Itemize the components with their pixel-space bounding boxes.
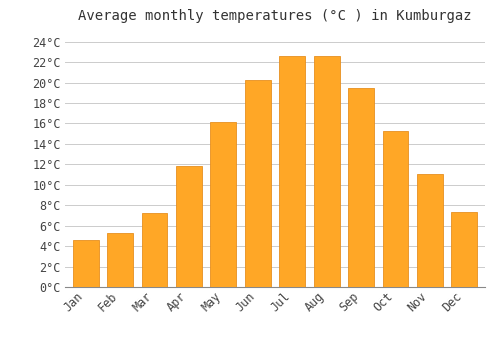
Bar xyxy=(142,214,168,287)
Bar xyxy=(107,233,133,287)
Bar xyxy=(210,122,236,287)
Bar xyxy=(382,131,408,287)
Bar xyxy=(280,56,305,287)
Title: Average monthly temperatures (°C ) in Kumburgaz: Average monthly temperatures (°C ) in Ku… xyxy=(78,9,472,23)
Bar xyxy=(452,212,477,287)
Bar xyxy=(417,174,443,287)
Bar xyxy=(314,56,340,287)
Bar xyxy=(245,79,270,287)
Bar xyxy=(72,240,99,287)
Bar xyxy=(176,166,202,287)
Bar xyxy=(348,88,374,287)
